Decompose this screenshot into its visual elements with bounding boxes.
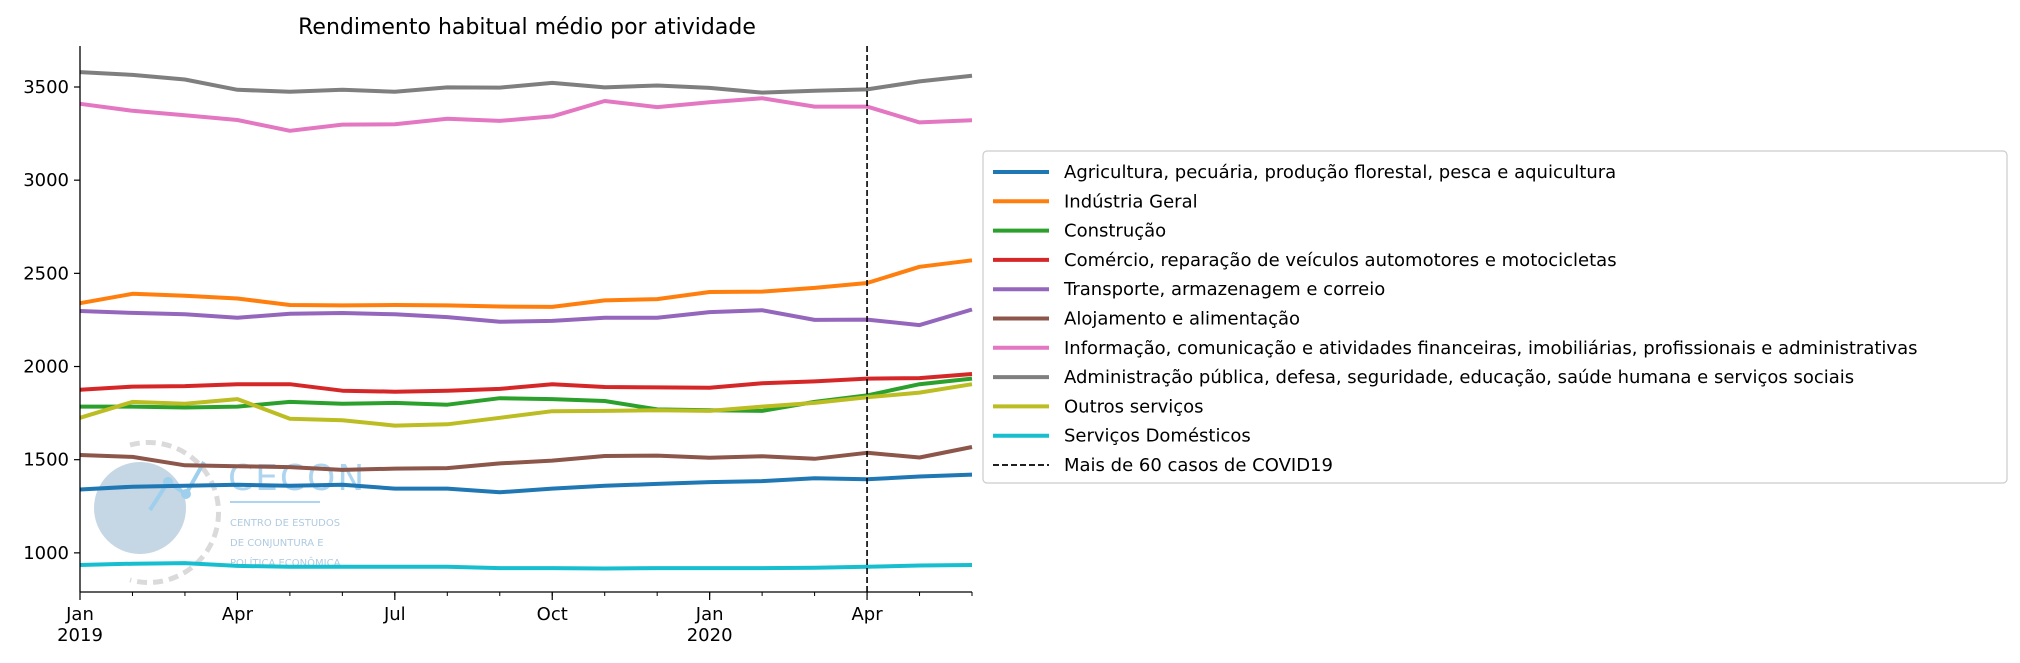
x-tick-sublabel: 2020 xyxy=(687,625,733,646)
series-line-10 xyxy=(79,561,973,571)
y-tick-label: 3500 xyxy=(23,77,69,98)
legend-label-5: Transporte, armazenagem e correio xyxy=(1063,279,1385,300)
x-tick-label: Jan xyxy=(695,604,724,625)
legend-label-1: Agricultura, pecuária, produção floresta… xyxy=(1064,162,1616,183)
legend-label-8: Administração pública, defesa, seguridad… xyxy=(1064,367,1854,388)
y-tick-label: 2500 xyxy=(23,263,69,284)
x-tick-label: Apr xyxy=(222,604,254,625)
watermark-globe-icon xyxy=(94,462,186,554)
legend-frame xyxy=(982,150,2008,484)
series-line-7 xyxy=(79,96,973,133)
legend-label-9: Outros serviços xyxy=(1064,396,1204,417)
y-tick-label: 2000 xyxy=(23,357,69,378)
x-tick-label: Jan xyxy=(65,604,94,625)
watermark-name: CECON xyxy=(228,458,366,499)
watermark-line2: DE CONJUNTURA E xyxy=(230,538,324,549)
legend: Agricultura, pecuária, produção floresta… xyxy=(982,150,2008,484)
plot-area xyxy=(79,46,973,592)
series-line-2 xyxy=(79,258,973,309)
series-line-9 xyxy=(79,382,973,428)
x-tick-label: Apr xyxy=(851,604,883,625)
series-line-4 xyxy=(79,372,973,394)
watermark-dot xyxy=(181,489,191,499)
series-line-8 xyxy=(79,70,973,95)
series-line-1 xyxy=(79,472,973,495)
x-tick-label: Jul xyxy=(383,604,406,625)
series-line-6 xyxy=(79,445,973,472)
chart-title: Rendimento habitual médio por atividade xyxy=(298,15,756,40)
x-tick-label: Oct xyxy=(537,604,568,625)
legend-label-11: Mais de 60 casos de COVID19 xyxy=(1064,455,1333,476)
legend-label-10: Serviços Domésticos xyxy=(1064,426,1251,447)
legend-label-2: Indústria Geral xyxy=(1064,191,1198,212)
watermark-trend-icon xyxy=(148,461,206,512)
legend-label-3: Construção xyxy=(1064,221,1166,242)
series-line-5 xyxy=(79,307,973,328)
watermark-line1: CENTRO DE ESTUDOS xyxy=(230,518,340,529)
legend-label-6: Alojamento e alimentação xyxy=(1064,309,1300,330)
y-tick-label: 3000 xyxy=(23,170,69,191)
y-tick-label: 1000 xyxy=(23,543,69,564)
legend-label-4: Comércio, reparação de veículos automoto… xyxy=(1064,250,1617,271)
x-tick-sublabel: 2019 xyxy=(57,625,103,646)
legend-label-7: Informação, comunicação e atividades fin… xyxy=(1064,338,1917,359)
legend-items: Agricultura, pecuária, produção floresta… xyxy=(993,162,1917,476)
watermark-arc-icon xyxy=(129,440,221,585)
y-tick-label: 1500 xyxy=(23,450,69,471)
watermark-logo: CECON CENTRO DE ESTUDOS DE CONJUNTURA E … xyxy=(94,440,366,585)
